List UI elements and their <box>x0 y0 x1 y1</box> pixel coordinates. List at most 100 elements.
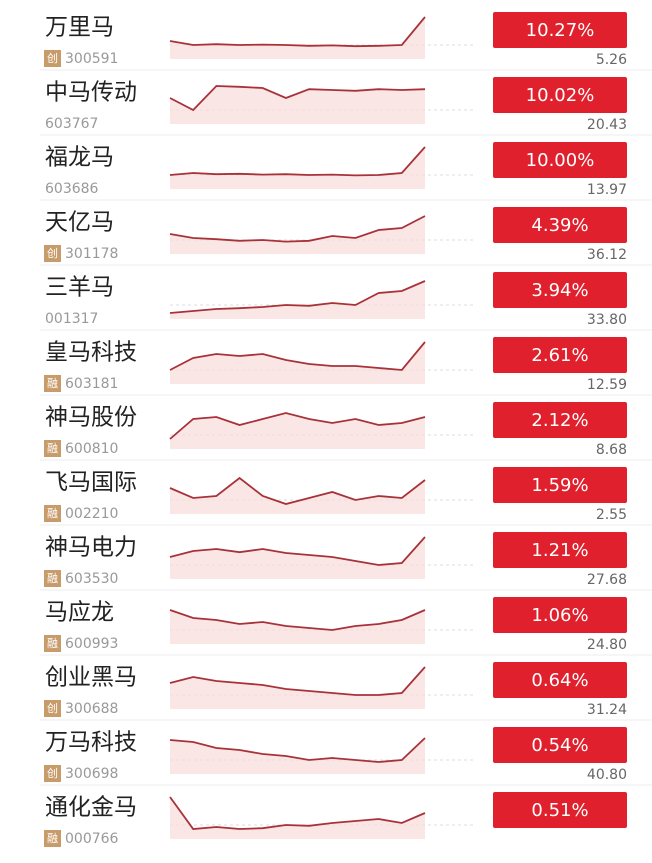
stock-row[interactable]: 福龙马 603686 10.00% 13.97 <box>40 142 652 201</box>
change-percent: 0.54% <box>531 735 588 756</box>
change-box <box>493 207 627 243</box>
badge <box>44 700 61 717</box>
badge <box>44 440 61 457</box>
badge-text: 创 <box>47 52 58 65</box>
change-box <box>493 727 627 763</box>
change-percent: 0.64% <box>531 670 588 691</box>
price: 20.43 <box>587 117 627 133</box>
badge-text: 融 <box>47 442 58 455</box>
badge-text: 融 <box>47 377 58 390</box>
sparkline-area <box>170 478 425 514</box>
price: 2.55 <box>596 507 627 523</box>
stock-name: 通化金马 <box>45 795 137 821</box>
stock-name: 皇马科技 <box>45 340 137 366</box>
price: 27.68 <box>587 572 627 588</box>
sparkline <box>169 476 426 505</box>
stock-row[interactable]: 三羊马 001317 3.94% 33.80 <box>40 272 652 331</box>
sparkline <box>169 536 426 566</box>
sparkline <box>169 341 426 371</box>
badge-text: 融 <box>47 637 58 650</box>
badge <box>44 505 61 522</box>
sparkline-area <box>170 281 425 319</box>
stock-name: 天亿马 <box>45 210 114 236</box>
stock-code: 603686 <box>45 181 99 197</box>
sparkline <box>169 85 426 112</box>
sparkline <box>169 146 426 177</box>
change-box <box>493 662 627 698</box>
sparkline-area <box>170 147 425 189</box>
price: 12.59 <box>587 377 627 393</box>
stock-code: 300688 <box>65 701 118 717</box>
stock-code: 603181 <box>65 376 118 392</box>
change-box <box>493 402 627 438</box>
change-box <box>493 532 627 568</box>
badge <box>44 570 61 587</box>
sparkline <box>169 609 426 631</box>
stock-name: 神马股份 <box>45 405 137 431</box>
price: 40.80 <box>587 767 627 783</box>
stock-code: 301178 <box>65 246 118 262</box>
sparkline-area <box>170 342 425 384</box>
badge <box>44 375 61 392</box>
change-box <box>493 77 627 113</box>
badge-text: 融 <box>47 832 58 845</box>
badge-text: 融 <box>47 507 58 520</box>
stock-name: 万里马 <box>45 15 114 41</box>
stock-name: 飞马国际 <box>45 470 137 496</box>
change-box <box>493 792 627 828</box>
badge <box>44 635 61 652</box>
sparkline <box>169 666 426 696</box>
stock-code: 000766 <box>65 831 119 847</box>
stock-name: 马应龙 <box>45 600 114 626</box>
stock-code: 001317 <box>45 311 98 327</box>
stock-code: 603530 <box>65 571 118 587</box>
sparkline <box>169 215 426 243</box>
badge-text: 创 <box>47 767 58 780</box>
sparkline-area <box>170 667 425 709</box>
stock-code: 600993 <box>65 636 118 652</box>
change-percent: 0.51% <box>531 800 588 821</box>
badge-text: 融 <box>47 572 58 585</box>
badge-text: 创 <box>47 247 58 260</box>
sparkline <box>169 16 426 48</box>
sparkline-area <box>170 413 425 449</box>
sparkline-area <box>170 797 425 839</box>
change-box <box>493 12 627 48</box>
sparkline <box>169 796 426 830</box>
price: 13.97 <box>587 182 627 198</box>
change-percent: 3.94% <box>531 280 588 301</box>
sparkline-area <box>170 216 425 254</box>
change-box <box>493 272 627 308</box>
sparkline <box>169 412 426 440</box>
price: 36.12 <box>587 247 627 263</box>
stock-code: 600810 <box>65 441 118 457</box>
stock-code: 002210 <box>65 506 118 522</box>
price: 8.68 <box>596 442 627 458</box>
change-box <box>493 467 627 503</box>
sparkline-area <box>170 17 425 59</box>
change-percent: 1.06% <box>531 605 588 626</box>
stock-row[interactable]: 中马传动 603767 10.02% 20.43 <box>40 77 652 136</box>
stock-code: 300591 <box>65 51 118 67</box>
price: 5.26 <box>596 52 627 68</box>
change-box <box>493 337 627 373</box>
sparkline-area <box>170 86 425 124</box>
price: 24.80 <box>587 637 627 653</box>
sparkline-area <box>170 537 425 579</box>
change-percent: 1.59% <box>531 475 588 496</box>
change-percent: 2.61% <box>531 345 588 366</box>
badge <box>44 765 61 782</box>
change-box <box>493 142 627 178</box>
sparkline <box>169 280 426 314</box>
